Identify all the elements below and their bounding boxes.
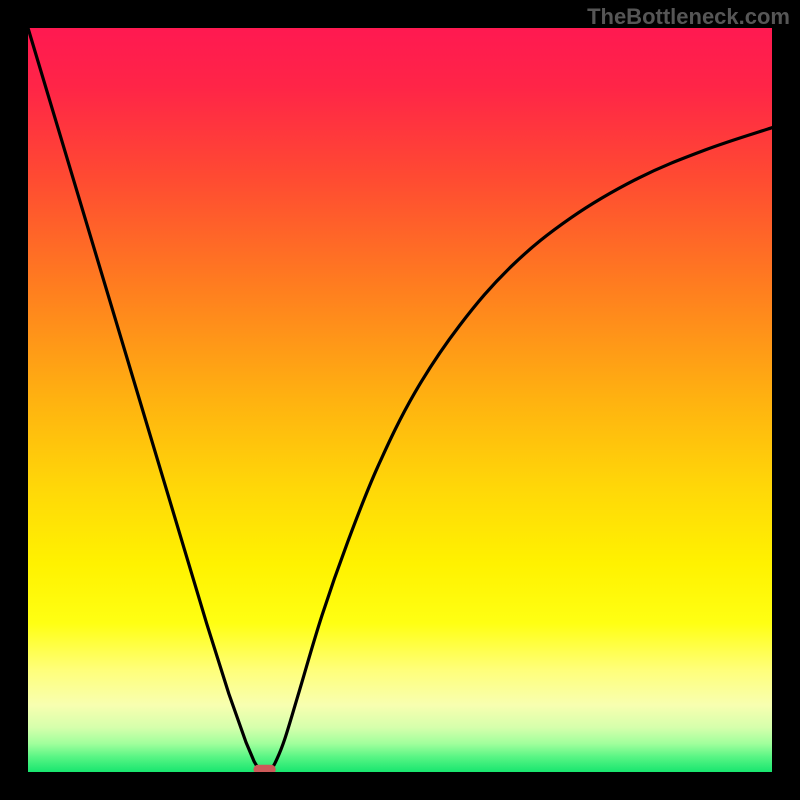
watermark-text: TheBottleneck.com xyxy=(587,4,790,30)
bottleneck-chart xyxy=(0,0,800,800)
chart-container: { "watermark": { "text": "TheBottleneck.… xyxy=(0,0,800,800)
